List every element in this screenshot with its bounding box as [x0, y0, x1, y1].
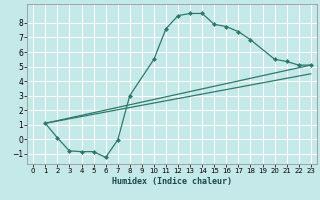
X-axis label: Humidex (Indice chaleur): Humidex (Indice chaleur) — [112, 177, 232, 186]
